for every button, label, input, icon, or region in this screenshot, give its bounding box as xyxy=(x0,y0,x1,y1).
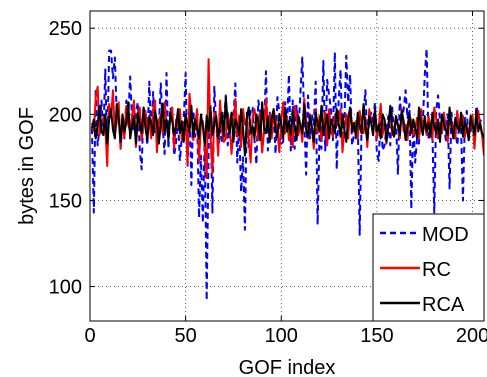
y-axis-label: bytes in GOF xyxy=(16,107,38,225)
x-tick-label: 0 xyxy=(84,325,95,347)
legend-label-mod: MOD xyxy=(422,224,469,246)
x-tick-label: 200 xyxy=(456,325,487,347)
x-axis-label: GOF index xyxy=(239,357,336,377)
series-line-rca xyxy=(90,96,484,157)
y-tick-label: 200 xyxy=(49,104,82,126)
y-tick-label: 100 xyxy=(49,277,82,299)
x-tick-label: 100 xyxy=(265,325,298,347)
x-tick-label: 50 xyxy=(175,325,197,347)
axis-ticks: 0 50 100 150 200 100 150 200 250 xyxy=(49,11,487,347)
legend-label-rca: RCA xyxy=(422,294,465,316)
y-tick-label: 150 xyxy=(49,190,82,212)
series-lines xyxy=(90,47,484,302)
legend-label-rc: RC xyxy=(422,259,451,281)
y-tick-label: 250 xyxy=(49,18,82,40)
legend: MOD RC RCA xyxy=(372,213,485,322)
x-tick-label: 150 xyxy=(360,325,393,347)
plot-frame xyxy=(89,10,485,322)
